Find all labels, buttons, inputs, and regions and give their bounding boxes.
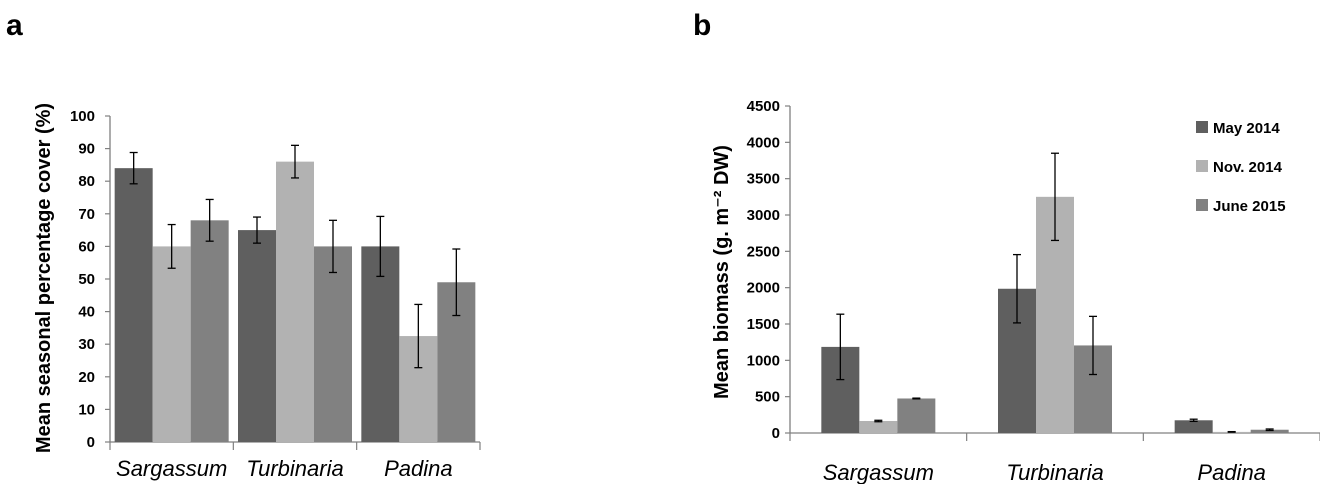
panel-b-y-tick-label: 1000 (747, 352, 780, 369)
panel-a-chart: a Mean seasonal percentage cover (%) 0 10… (6, 9, 481, 481)
panel-a-bar (276, 161, 314, 442)
panel-b-bar (1174, 420, 1213, 433)
panel-b-legend-swatch (1196, 121, 1208, 133)
panel-b-category-label: Sargassum (823, 460, 934, 484)
panel-b-category-label: Turbinaria (1006, 460, 1103, 484)
panel-a-y-tick-label: 100 (70, 108, 95, 125)
panel-a-bar (190, 220, 229, 442)
panel-b-y-tick-label: 3500 (747, 171, 780, 188)
panel-a-y-tick-label: 80 (78, 173, 95, 190)
panel-a-bar (114, 168, 153, 442)
panel-a-y-tick-label: 10 (78, 401, 95, 418)
panel-b-bar (1250, 429, 1289, 433)
panel-a-y-tick-label: 70 (78, 206, 95, 223)
panel-b-category-label: Padina (1197, 460, 1266, 484)
panel-b-legend-label: May 2014 (1213, 120, 1280, 137)
panel-b-bar (897, 398, 936, 433)
panel-a-y-tick-label: 20 (78, 369, 95, 386)
panel-b-y-tick-label: 0 (772, 425, 780, 442)
panel-b-legend-swatch (1196, 160, 1208, 172)
panel-a-bar (314, 246, 352, 442)
panel-a-bar (152, 246, 191, 442)
panel-b-y-tick-label: 500 (755, 389, 780, 406)
panel-a-category-label: Turbinaria (246, 456, 343, 481)
panel-b-y-tick-label: 1500 (747, 316, 780, 333)
panel-a-y-tick-label: 40 (78, 304, 95, 321)
panel-a-bar (361, 246, 400, 442)
panel-b-y-tick-label: 4500 (747, 98, 780, 115)
panel-a-bar (238, 230, 276, 442)
panel-a-category-label: Sargassum (116, 456, 227, 481)
panel-b-legend-swatch (1196, 199, 1208, 211)
panel-b-y-tick-label: 4000 (747, 134, 780, 151)
panel-a-y-tick-label: 90 (78, 141, 95, 158)
panel-a-y-tick-label: 50 (78, 271, 95, 288)
panel-a-y-tick-label: 60 (78, 238, 95, 255)
panel-b-y-tick-label: 2500 (747, 243, 780, 260)
panel-b-legend-label: June 2015 (1213, 198, 1286, 215)
panel-a-y-tick-label: 0 (87, 434, 95, 451)
panel-b-y-tick-label: 2000 (747, 280, 780, 297)
panel-b-legend-label: Nov. 2014 (1213, 159, 1283, 176)
panel-a-y-axis-title: Mean seasonal percentage cover (%) (33, 103, 55, 453)
panel-b-bar (859, 421, 898, 433)
panel-a-letter: a (6, 9, 23, 42)
panel-b-legend: May 2014 Nov. 2014 June 2015 (1196, 120, 1286, 215)
panel-b-chart: b Mean biomass (g. m⁻² DW) 0 500 1000 1500 2… (693, 9, 1320, 485)
panel-b-y-tick-label: 3000 (747, 207, 780, 224)
panel-a-category-label: Padina (384, 456, 453, 481)
panel-a-y-tick-label: 30 (78, 336, 95, 353)
panel-b-letter: b (693, 9, 711, 42)
panel-b-y-axis-title: Mean biomass (g. m⁻² DW) (711, 145, 733, 399)
